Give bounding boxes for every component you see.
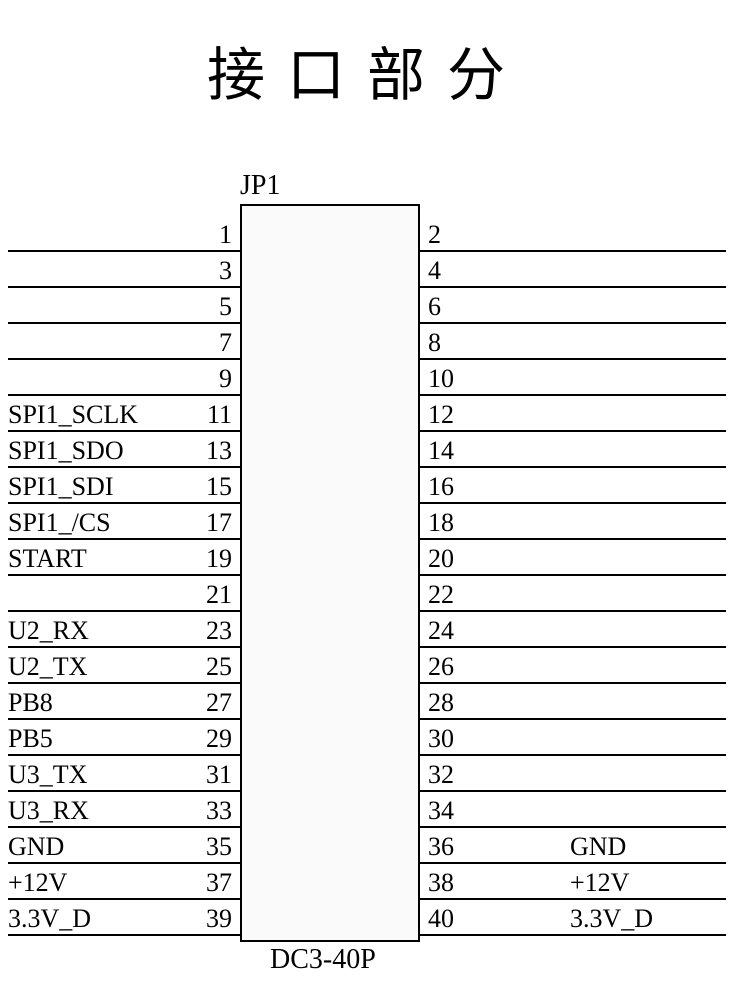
- pin-number-left: 21: [206, 580, 232, 610]
- pin-number-left: 9: [219, 364, 232, 394]
- pin-number-left: 7: [219, 328, 232, 358]
- pin-number-left: 13: [206, 436, 232, 466]
- pin-row: SPI1_SDI 15 16: [0, 468, 734, 504]
- pin-row: START 19 20: [0, 540, 734, 576]
- net-label-left: GND: [8, 832, 64, 862]
- net-label-left: PB5: [8, 724, 53, 754]
- pin-number-right: 22: [428, 580, 454, 610]
- pin-row: U3_TX 31 32: [0, 756, 734, 792]
- pin-row: 21 22: [0, 576, 734, 612]
- pin-row: SPI1_/CS 17 18: [0, 504, 734, 540]
- pin-row: 34: [0, 252, 734, 288]
- pin-number-left: 35: [206, 832, 232, 862]
- pin-number-right: 18: [428, 508, 454, 538]
- pin-number-right: 30: [428, 724, 454, 754]
- pin-number-right: 28: [428, 688, 454, 718]
- pin-number-left: 17: [206, 508, 232, 538]
- pin-number-left: 37: [206, 868, 232, 898]
- pin-number-right: 36: [428, 832, 454, 862]
- net-label-right: 3.3V_D: [570, 904, 653, 934]
- pin-row: U2_TX 25 26: [0, 648, 734, 684]
- pin-row: GND 35 36 GND: [0, 828, 734, 864]
- pin-number-left: 5: [219, 292, 232, 322]
- page-title: 接口部分: [0, 0, 734, 112]
- pin-number-left: 15: [206, 472, 232, 502]
- net-label-left: U3_TX: [8, 760, 87, 790]
- net-label-left: +12V: [8, 868, 67, 898]
- wire-left: [8, 934, 240, 936]
- pin-number-left: 39: [206, 904, 232, 934]
- pin-number-right: 4: [428, 256, 441, 286]
- pin-row: PB8 27 28: [0, 684, 734, 720]
- pin-number-right: 16: [428, 472, 454, 502]
- pin-number-left: 25: [206, 652, 232, 682]
- pin-number-right: 6: [428, 292, 441, 322]
- pin-number-left: 31: [206, 760, 232, 790]
- net-label-left: SPI1_/CS: [8, 508, 111, 538]
- pin-number-left: 19: [206, 544, 232, 574]
- pin-row: 56: [0, 288, 734, 324]
- pin-number-right: 38: [428, 868, 454, 898]
- pin-number-left: 11: [207, 400, 232, 430]
- net-label-left: START: [8, 544, 87, 574]
- pin-number-right: 40: [428, 904, 454, 934]
- pin-row: +12V 37 38 +12V: [0, 864, 734, 900]
- net-label-left: SPI1_SDI: [8, 472, 113, 502]
- pin-number-right: 24: [428, 616, 454, 646]
- wire-right: [420, 934, 726, 936]
- pin-row: 78: [0, 324, 734, 360]
- pin-number-left: 23: [206, 616, 232, 646]
- pin-number-left: 3: [219, 256, 232, 286]
- net-label-left: SPI1_SCLK: [8, 400, 138, 430]
- net-label-right: GND: [570, 832, 626, 862]
- refdes-label: JP1: [240, 170, 280, 202]
- pin-number-right: 12: [428, 400, 454, 430]
- pin-number-right: 34: [428, 796, 454, 826]
- pin-number-right: 26: [428, 652, 454, 682]
- pin-row: SPI1_SDO 13 14: [0, 432, 734, 468]
- pin-row: 12: [0, 216, 734, 252]
- pin-row: 9 10: [0, 360, 734, 396]
- pin-number-left: 33: [206, 796, 232, 826]
- pin-row: PB5 29 30: [0, 720, 734, 756]
- net-label-left: PB8: [8, 688, 53, 718]
- pin-row: SPI1_SCLK 11 12: [0, 396, 734, 432]
- net-label-left: U3_RX: [8, 796, 89, 826]
- pin-number-right: 8: [428, 328, 441, 358]
- pin-number-right: 14: [428, 436, 454, 466]
- net-label-left: U2_RX: [8, 616, 89, 646]
- net-label-left: SPI1_SDO: [8, 436, 124, 466]
- net-label-right: +12V: [570, 868, 629, 898]
- pin-number-right: 2: [428, 220, 441, 250]
- pin-row: U3_RX 33 34: [0, 792, 734, 828]
- pin-number-right: 10: [428, 364, 454, 394]
- part-number-label: DC3-40P: [270, 944, 376, 976]
- pin-row: U2_RX 23 24: [0, 612, 734, 648]
- pin-number-left: 29: [206, 724, 232, 754]
- pin-number-right: 32: [428, 760, 454, 790]
- net-label-left: 3.3V_D: [8, 904, 91, 934]
- pin-number-left: 27: [206, 688, 232, 718]
- net-label-left: U2_TX: [8, 652, 87, 682]
- pin-number-left: 1: [219, 220, 232, 250]
- pin-row: 3.3V_D 39 40 3.3V_D: [0, 900, 734, 936]
- pin-number-right: 20: [428, 544, 454, 574]
